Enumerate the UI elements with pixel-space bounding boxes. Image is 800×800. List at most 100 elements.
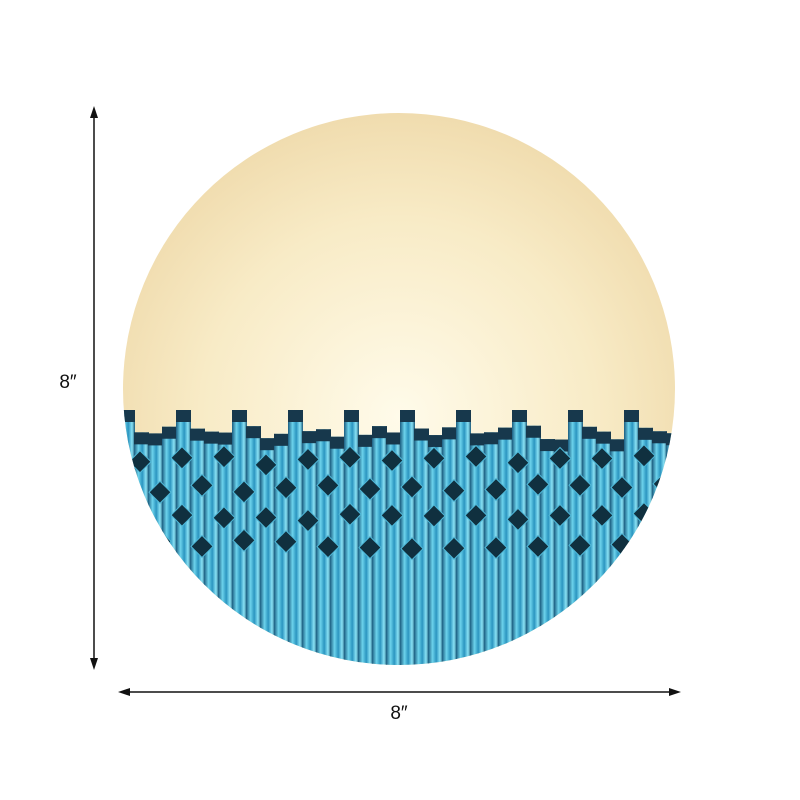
crystal-cap (456, 410, 471, 422)
crystal-diamond (128, 499, 152, 524)
crystal-cap (288, 410, 303, 422)
crystal-diamond (590, 503, 614, 528)
crystal-diamond (422, 504, 446, 528)
crystal-rod (400, 410, 415, 665)
crystal-diamond (212, 444, 236, 469)
crystal-cap (414, 428, 429, 441)
crystal-diamond (316, 473, 340, 498)
width-label: 8″ (390, 703, 408, 724)
crystal-cap (190, 428, 205, 441)
crystal-cap (386, 432, 401, 445)
crystal-cap (123, 410, 135, 422)
crystal-cap (232, 410, 247, 422)
crystal-diamond (548, 503, 572, 528)
crystal-diamond (296, 447, 320, 472)
crystal-diamond (422, 446, 446, 471)
crystal-diamond (170, 503, 194, 527)
crystal-cap (470, 433, 485, 446)
crystal-cap (582, 426, 597, 439)
crystal-cap (498, 427, 513, 440)
crystal-cap (218, 432, 233, 445)
crystal-diamond (464, 444, 488, 469)
crystal-diamond (652, 527, 675, 551)
crystal-rod (162, 426, 177, 665)
crystal-cap (274, 433, 289, 446)
crystal-rod (330, 436, 345, 665)
crystal-cap (428, 435, 443, 448)
crystal-diamond (442, 536, 466, 560)
crystal-diamond (190, 534, 214, 559)
crystal-diamond (338, 502, 362, 526)
crystal-rod (204, 431, 219, 665)
crystal-rod (442, 427, 457, 665)
crystal-diamond (190, 473, 214, 498)
crystal-fringe (123, 410, 675, 665)
crystal-diamond (212, 506, 236, 530)
crystal-diamond (296, 508, 320, 533)
crystal-diamond (484, 477, 508, 502)
crystal-cap (302, 431, 317, 444)
crystal-cap (372, 426, 387, 439)
crystal-rod (428, 435, 443, 665)
crystal-diamond (506, 451, 530, 475)
crystal-diamond (274, 529, 298, 554)
crystal-cap (134, 432, 149, 445)
crystal-rod (372, 426, 387, 665)
width-dimension-arrow (118, 688, 681, 696)
crystal-cap (316, 429, 331, 442)
crystal-rod (344, 410, 359, 665)
crystal-cap (204, 431, 219, 444)
crystal-cap (596, 431, 611, 444)
crystal-rod (386, 432, 401, 665)
crystal-cap (246, 426, 261, 439)
crystal-diamond (548, 446, 572, 471)
crystal-rod (526, 425, 541, 665)
crystal-rod (638, 427, 653, 665)
crystal-rod (582, 426, 597, 665)
crystal-cap (176, 410, 191, 422)
crystal-diamond (380, 503, 404, 528)
crystal-cap (442, 427, 457, 440)
crystal-rod (190, 428, 205, 665)
crystal-cap (344, 410, 359, 422)
crystal-rod (540, 439, 555, 665)
crystal-cap (666, 433, 675, 446)
crystal-diamond (610, 475, 634, 500)
crystal-diamond (148, 480, 172, 504)
crystal-diamond (506, 507, 530, 532)
crystal-diamond (254, 453, 278, 477)
crystal-cap (652, 431, 667, 444)
crystal-rod (316, 429, 331, 665)
crystal-cap (624, 410, 639, 422)
crystal-cap (260, 438, 275, 451)
crystal-diamond (128, 450, 152, 474)
crystal-cap (554, 439, 569, 452)
crystal-diamond (274, 475, 298, 500)
crystal-diamond (464, 503, 488, 528)
crystal-diamond (442, 478, 466, 503)
crystal-cap (526, 425, 541, 438)
crystal-rod (218, 432, 233, 665)
crystal-diamond (358, 535, 382, 560)
crystal-rod (414, 428, 429, 665)
crystal-diamond (568, 473, 592, 497)
crystal-cap (540, 439, 555, 452)
crystal-diamond (400, 536, 424, 561)
crystal-cap (512, 410, 527, 422)
crystal-rod (246, 426, 261, 665)
crystal-rod (512, 410, 527, 665)
crystal-diamond (380, 448, 404, 473)
crystal-rod (134, 432, 149, 665)
crystal-diamond (316, 534, 340, 559)
crystal-cap (148, 433, 163, 446)
crystal-diamond (484, 535, 508, 560)
crystal-rod (358, 434, 373, 665)
crystal-cap (358, 434, 373, 447)
crystal-cap (484, 432, 499, 445)
crystal-rod (456, 410, 471, 665)
crystal-diamond (590, 446, 614, 471)
crystal-rod (470, 433, 485, 665)
crystal-diamond (358, 477, 382, 501)
crystal-rod (554, 439, 569, 665)
